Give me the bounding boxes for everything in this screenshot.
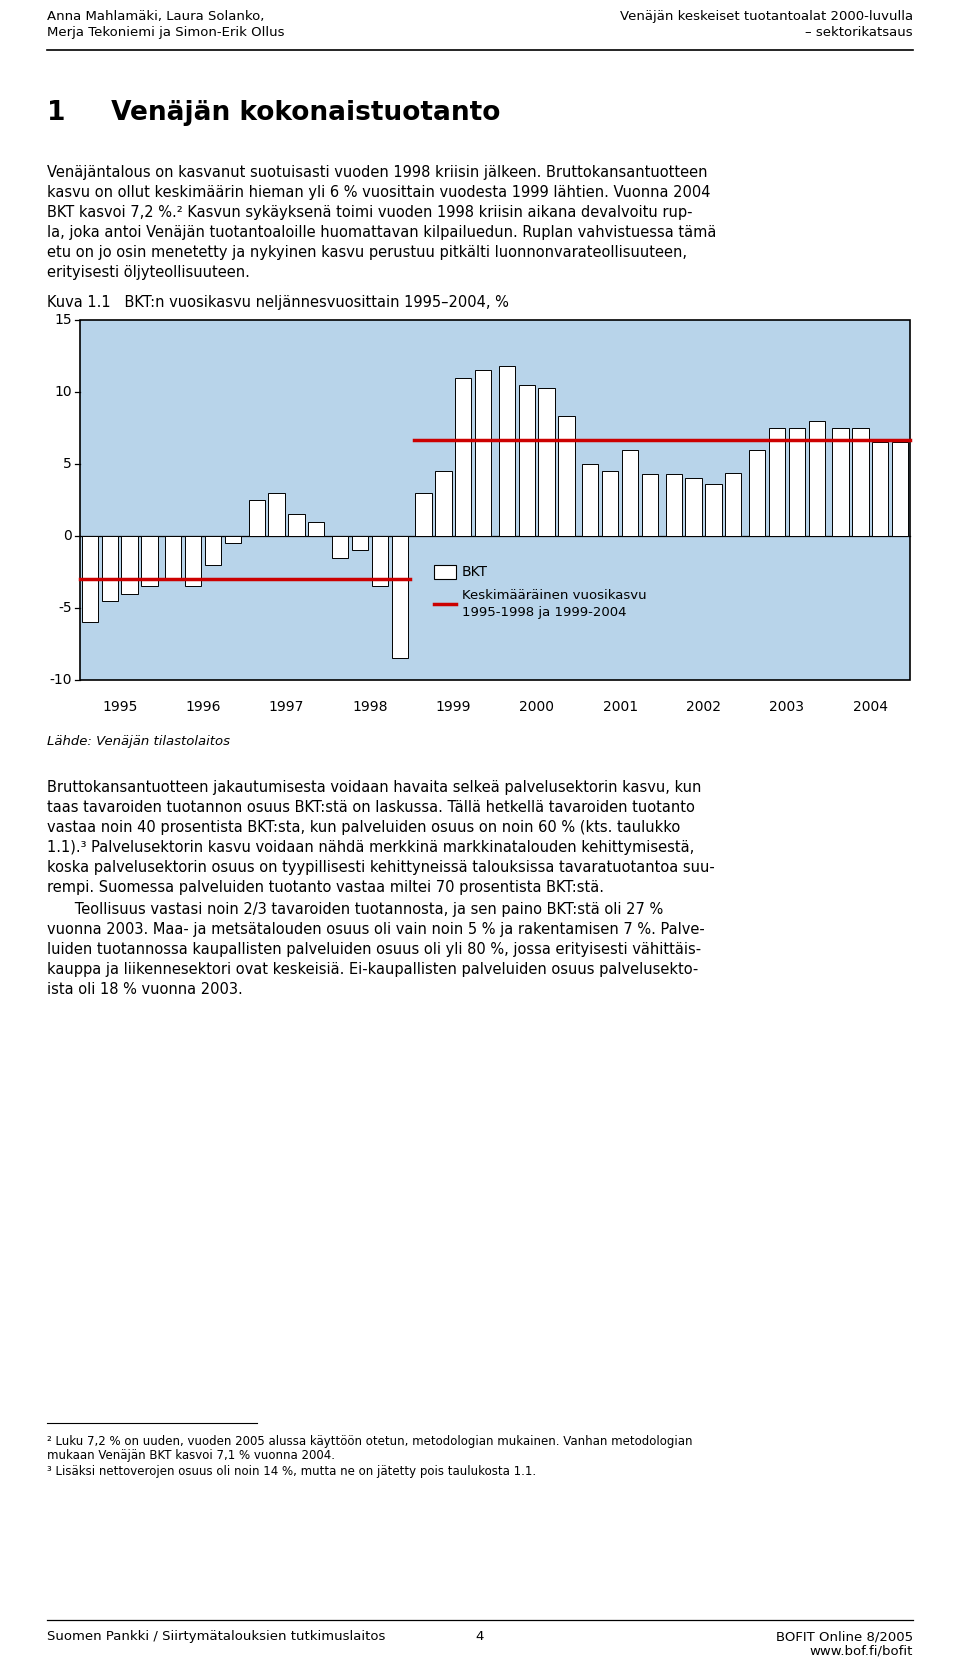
Bar bbox=[622, 450, 638, 535]
Text: ista oli 18 % vuonna 2003.: ista oli 18 % vuonna 2003. bbox=[47, 982, 243, 997]
Text: 1998: 1998 bbox=[352, 700, 388, 715]
Bar bbox=[602, 472, 618, 535]
Bar bbox=[685, 478, 702, 535]
Text: 1     Venäjän kokonaistuotanto: 1 Venäjän kokonaistuotanto bbox=[47, 101, 500, 126]
Text: 10: 10 bbox=[55, 384, 72, 399]
Bar bbox=[416, 493, 432, 535]
Text: Merja Tekoniemi ja Simon-Erik Ollus: Merja Tekoniemi ja Simon-Erik Ollus bbox=[47, 25, 284, 39]
Text: www.bof.fi/bofit: www.bof.fi/bofit bbox=[809, 1644, 913, 1656]
Text: 2001: 2001 bbox=[603, 700, 637, 715]
Bar bbox=[832, 428, 849, 535]
Text: BOFIT Online 8/2005: BOFIT Online 8/2005 bbox=[776, 1629, 913, 1643]
Text: mukaan Venäjän BKT kasvoi 7,1 % vuonna 2004.: mukaan Venäjän BKT kasvoi 7,1 % vuonna 2… bbox=[47, 1450, 335, 1462]
Text: 1996: 1996 bbox=[185, 700, 221, 715]
Text: 1995: 1995 bbox=[102, 700, 137, 715]
Bar bbox=[749, 450, 765, 535]
Text: -5: -5 bbox=[59, 601, 72, 616]
Bar bbox=[392, 535, 408, 658]
Bar bbox=[872, 443, 888, 535]
Bar bbox=[892, 443, 908, 535]
Text: vuonna 2003. Maa- ja metsätalouden osuus oli vain noin 5 % ja rakentamisen 7 %. : vuonna 2003. Maa- ja metsätalouden osuus… bbox=[47, 921, 705, 936]
Text: etu on jo osin menetetty ja nykyinen kasvu perustuu pitkälti luonnonvarateollisu: etu on jo osin menetetty ja nykyinen kas… bbox=[47, 245, 687, 260]
Bar bbox=[332, 535, 348, 557]
Text: koska palvelusektorin osuus on tyypillisesti kehittyneissä talouksissa tavaratuo: koska palvelusektorin osuus on tyypillis… bbox=[47, 861, 715, 874]
Text: -10: -10 bbox=[50, 673, 72, 686]
Text: taas tavaroiden tuotannon osuus BKT:stä on laskussa. Tällä hetkellä tavaroiden t: taas tavaroiden tuotannon osuus BKT:stä … bbox=[47, 800, 695, 816]
Bar bbox=[102, 535, 118, 601]
Text: 1995-1998 ja 1999-2004: 1995-1998 ja 1999-2004 bbox=[462, 606, 626, 619]
Bar bbox=[308, 522, 324, 535]
Text: 5: 5 bbox=[63, 456, 72, 472]
Text: 1999: 1999 bbox=[436, 700, 471, 715]
Bar bbox=[641, 475, 658, 535]
Bar bbox=[372, 535, 388, 586]
Text: 2004: 2004 bbox=[852, 700, 888, 715]
Bar bbox=[455, 378, 471, 535]
Bar bbox=[434, 565, 456, 579]
Text: ³ Lisäksi nettoverojen osuus oli noin 14 %, mutta ne on jätetty pois taulukosta : ³ Lisäksi nettoverojen osuus oli noin 14… bbox=[47, 1465, 536, 1478]
Text: 15: 15 bbox=[55, 314, 72, 327]
Bar bbox=[852, 428, 869, 535]
Bar bbox=[539, 388, 555, 535]
Text: vastaa noin 40 prosentista BKT:sta, kun palveluiden osuus on noin 60 % (kts. tau: vastaa noin 40 prosentista BKT:sta, kun … bbox=[47, 821, 681, 836]
Bar bbox=[499, 366, 516, 535]
Text: Kuva 1.1   BKT:n vuosikasvu neljännesvuosittain 1995–2004, %: Kuva 1.1 BKT:n vuosikasvu neljännesvuosi… bbox=[47, 295, 509, 310]
Text: 2003: 2003 bbox=[769, 700, 804, 715]
Text: ² Luku 7,2 % on uuden, vuoden 2005 alussa käyttöön otetun, metodologian mukainen: ² Luku 7,2 % on uuden, vuoden 2005 aluss… bbox=[47, 1435, 692, 1448]
Bar bbox=[582, 465, 598, 535]
Text: kasvu on ollut keskimäärin hieman yli 6 % vuosittain vuodesta 1999 lähtien. Vuon: kasvu on ollut keskimäärin hieman yli 6 … bbox=[47, 185, 710, 200]
Bar bbox=[351, 535, 368, 550]
Text: Venäjän keskeiset tuotantoalat 2000-luvulla: Venäjän keskeiset tuotantoalat 2000-luvu… bbox=[620, 10, 913, 23]
Text: BKT: BKT bbox=[462, 565, 488, 579]
Text: Bruttokansantuotteen jakautumisesta voidaan havaita selkeä palvelusektorin kasvu: Bruttokansantuotteen jakautumisesta void… bbox=[47, 780, 702, 795]
Bar bbox=[225, 535, 241, 544]
Text: Anna Mahlamäki, Laura Solanko,: Anna Mahlamäki, Laura Solanko, bbox=[47, 10, 264, 23]
Bar bbox=[288, 515, 304, 535]
Bar bbox=[249, 500, 265, 535]
Bar bbox=[665, 475, 682, 535]
Bar bbox=[475, 371, 492, 535]
Text: Lähde: Venäjän tilastolaitos: Lähde: Venäjän tilastolaitos bbox=[47, 735, 230, 748]
Text: – sektorikatsaus: – sektorikatsaus bbox=[805, 25, 913, 39]
Bar bbox=[80, 320, 910, 680]
Text: luiden tuotannossa kaupallisten palveluiden osuus oli yli 80 %, jossa erityisest: luiden tuotannossa kaupallisten palvelui… bbox=[47, 941, 701, 956]
Text: 1.1).³ Palvelusektorin kasvu voidaan nähdä merkkinä markkinatalouden kehittymise: 1.1).³ Palvelusektorin kasvu voidaan näh… bbox=[47, 841, 694, 856]
Text: Venäjäntalous on kasvanut suotuisasti vuoden 1998 kriisin jälkeen. Bruttokansant: Venäjäntalous on kasvanut suotuisasti vu… bbox=[47, 164, 708, 180]
Bar bbox=[269, 493, 285, 535]
Text: erityisesti öljyteollisuuteen.: erityisesti öljyteollisuuteen. bbox=[47, 265, 250, 280]
Bar bbox=[789, 428, 805, 535]
Text: BKT kasvoi 7,2 %.² Kasvun sykäyksenä toimi vuoden 1998 kriisin aikana devalvoitu: BKT kasvoi 7,2 %.² Kasvun sykäyksenä toi… bbox=[47, 205, 692, 220]
Text: la, joka antoi Venäjän tuotantoaloille huomattavan kilpailuedun. Ruplan vahvistu: la, joka antoi Venäjän tuotantoaloille h… bbox=[47, 225, 716, 240]
Bar bbox=[141, 535, 157, 586]
Text: Suomen Pankki / Siirtymätalouksien tutkimuslaitos: Suomen Pankki / Siirtymätalouksien tutki… bbox=[47, 1629, 385, 1643]
Text: Keskimääräinen vuosikasvu: Keskimääräinen vuosikasvu bbox=[462, 589, 646, 602]
Bar bbox=[706, 485, 722, 535]
Bar bbox=[559, 416, 575, 535]
Text: 2002: 2002 bbox=[686, 700, 721, 715]
Bar bbox=[185, 535, 202, 586]
Text: 1997: 1997 bbox=[269, 700, 304, 715]
Text: 4: 4 bbox=[476, 1629, 484, 1643]
Bar bbox=[769, 428, 785, 535]
Bar bbox=[122, 535, 138, 594]
Text: kauppa ja liikennesektori ovat keskeisiä. Ei-kaupallisten palveluiden osuus palv: kauppa ja liikennesektori ovat keskeisiä… bbox=[47, 961, 698, 977]
Text: 0: 0 bbox=[63, 529, 72, 544]
Bar bbox=[725, 473, 741, 535]
Bar bbox=[165, 535, 181, 579]
Bar bbox=[204, 535, 221, 565]
Bar bbox=[518, 384, 535, 535]
Text: rempi. Suomessa palveluiden tuotanto vastaa miltei 70 prosentista BKT:stä.: rempi. Suomessa palveluiden tuotanto vas… bbox=[47, 879, 604, 894]
Bar bbox=[808, 421, 825, 535]
Text: Teollisuus vastasi noin 2/3 tavaroiden tuotannosta, ja sen paino BKT:stä oli 27 : Teollisuus vastasi noin 2/3 tavaroiden t… bbox=[47, 903, 663, 916]
Bar bbox=[435, 472, 451, 535]
Bar bbox=[82, 535, 98, 623]
Text: 2000: 2000 bbox=[519, 700, 554, 715]
